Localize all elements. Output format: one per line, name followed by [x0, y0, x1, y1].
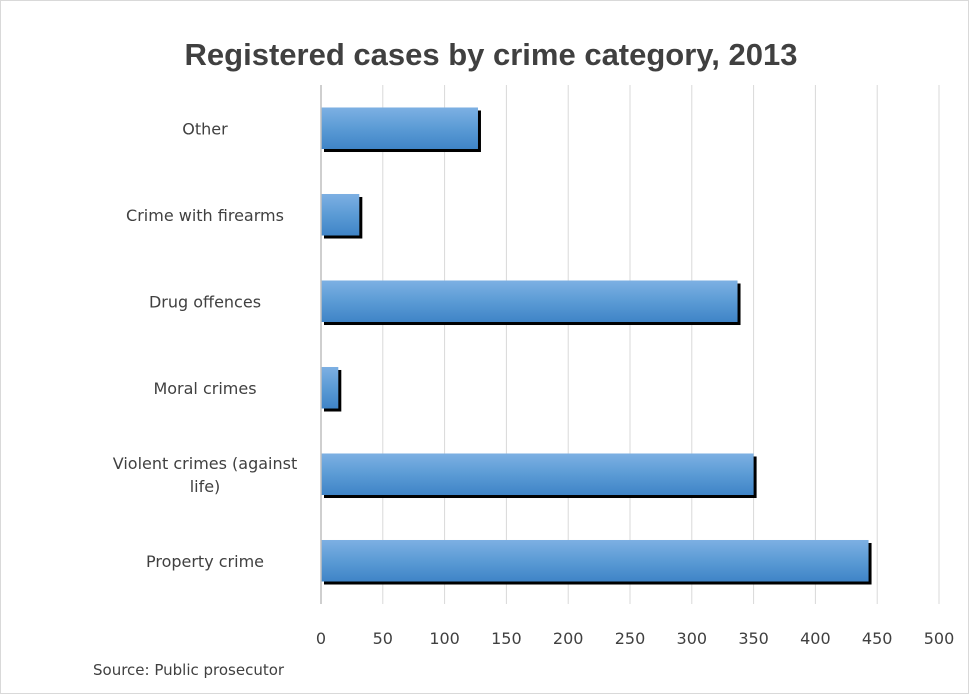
x-tick-label: 150	[491, 629, 522, 648]
gridlines	[382, 85, 940, 604]
x-tick-label: 500	[924, 629, 955, 648]
bar	[321, 193, 360, 236]
x-tick-label: 400	[800, 629, 831, 648]
x-tick-label: 350	[738, 629, 769, 648]
x-tick-label: 0	[316, 629, 326, 648]
bar	[321, 280, 738, 323]
x-tick-label: 300	[677, 629, 708, 648]
bar	[321, 539, 869, 582]
x-tick-label: 250	[615, 629, 646, 648]
bar	[321, 366, 339, 409]
bar	[321, 107, 478, 150]
category-label: life)	[190, 477, 221, 496]
bar	[321, 453, 754, 496]
chart-title: Registered cases by crime category, 2013	[184, 37, 798, 72]
bars	[321, 107, 872, 585]
x-tick-label: 200	[553, 629, 584, 648]
category-label: Drug offences	[149, 292, 261, 311]
source-note: Source: Public prosecutor	[93, 661, 285, 679]
x-tick-labels: 0 50 100 150 200 250 300 350 400 450 500	[316, 629, 954, 648]
category-label: Violent crimes (against	[113, 454, 298, 473]
category-label: Moral crimes	[153, 379, 256, 398]
category-label: Other	[182, 119, 228, 138]
category-label: Crime with firearms	[126, 206, 284, 225]
x-tick-label: 100	[429, 629, 460, 648]
category-labels: Other Crime with firearms Drug offences Mor…	[113, 119, 298, 571]
category-label: Property crime	[146, 552, 264, 571]
x-tick-label: 50	[373, 629, 393, 648]
x-tick-label: 450	[862, 629, 893, 648]
